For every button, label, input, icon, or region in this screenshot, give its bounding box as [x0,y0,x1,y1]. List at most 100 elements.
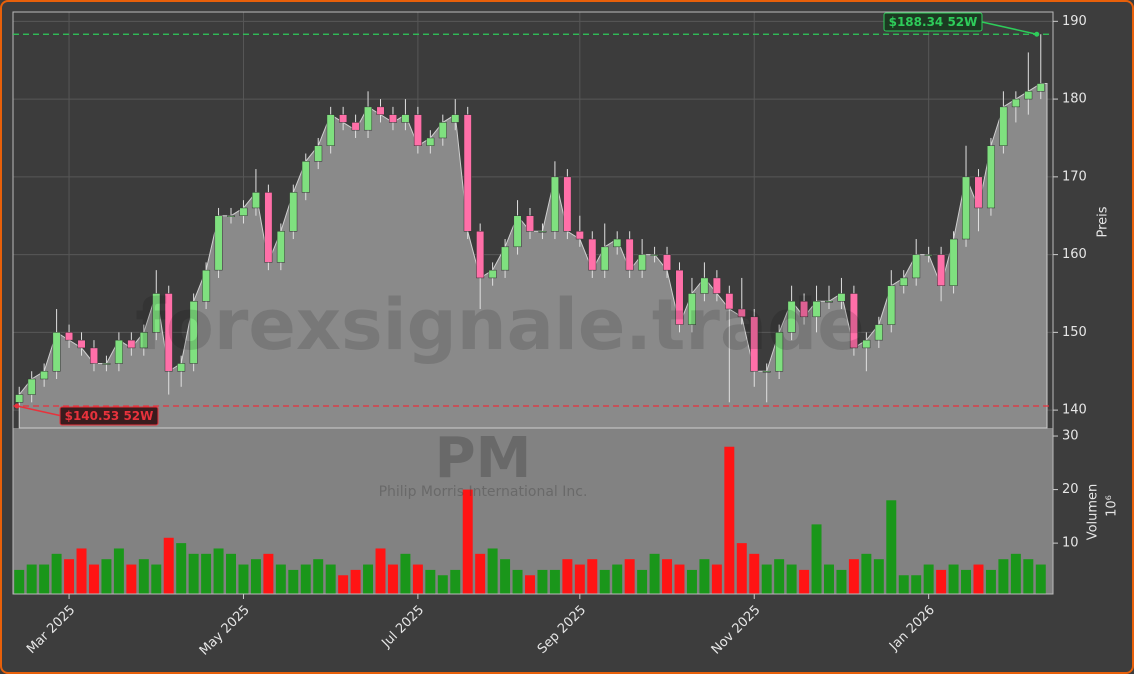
volume-bar [14,569,25,594]
volume-tick-label: 10 [1062,536,1079,551]
annotation-arrow-head [14,403,20,409]
volume-bar [126,564,137,594]
y-axis-label: Preis [1096,206,1111,237]
candle-body [289,192,298,232]
volume-bar [612,564,623,594]
candle-body [563,176,572,232]
volume-bar [76,548,87,594]
candle-body [775,332,784,372]
volume-bar [948,564,959,594]
candle-body [413,114,422,146]
candle-body [700,277,709,294]
candle-body [638,254,647,271]
volume-bar [288,569,299,594]
volume-bar [985,569,996,594]
volume-bar [574,564,585,594]
volume-bar [226,553,236,594]
volume-bar [437,575,448,594]
volume-bar [537,569,548,594]
volume-bar [64,559,75,594]
volume-bar [39,564,50,594]
volume-bar [88,564,99,594]
volume-bar [487,548,498,594]
volume-bar [961,569,972,594]
volume-bar [911,575,922,594]
volume-bar [188,553,199,594]
candle-body [675,269,684,325]
y-tick-label: 180 [1062,92,1087,107]
candle-body [189,301,198,364]
candle-body [488,269,497,279]
volume-bar [649,553,660,594]
volume-bar [624,559,635,594]
y-tick-label: 140 [1062,403,1087,418]
volume-bar [861,553,872,594]
volume-tick-label: 20 [1062,482,1079,497]
candle-body [538,231,547,233]
volume-bar [238,564,249,594]
candle-body [750,316,759,372]
volume-bar [886,500,897,594]
volume-bar [662,559,673,594]
candle-body [364,106,373,131]
y-tick-label: 160 [1062,247,1087,262]
candle-body [849,293,858,349]
volume-bar [26,564,37,594]
candle-body [812,301,821,318]
candle-body [862,339,871,349]
volume-bar [923,564,934,594]
volume-bar [387,564,398,594]
volume-bar [213,548,224,594]
volume-bar [375,548,386,594]
volume-bar [250,559,261,594]
annotation-arrow [16,405,63,417]
volume-bar [350,569,361,594]
candle-body [202,269,211,302]
x-tick-label: Mar 2025 [24,603,78,657]
candle-body [114,339,123,364]
candle-body [77,339,86,349]
candle-body [388,114,397,123]
candle-body [588,238,597,271]
volume-bar [799,569,810,594]
candle-body [986,145,995,209]
annotation-box [59,406,159,426]
volume-bar [774,559,785,594]
candle-body [139,332,148,349]
candle-body [874,324,883,341]
volume-bar [51,553,62,594]
candle-body [613,238,622,248]
volume-bar [512,569,523,594]
candle-body [264,192,273,263]
candle-body [887,285,896,325]
volume-bar [936,569,947,594]
volume-bar [736,543,747,594]
candle-body [376,106,385,115]
candle-body [800,301,809,318]
candle-body [351,122,360,131]
plot-border [12,11,1054,595]
candle-body [152,293,161,333]
candle-body [837,293,846,302]
candle-body [177,363,186,372]
candle-body [600,246,609,271]
x-tick-label: Nov 2025 [709,603,764,658]
volume-bar [475,553,486,594]
candle-body [276,231,285,263]
annotation-arrow-head [1034,31,1040,37]
candle-body [974,176,983,209]
volume-bar [151,564,162,594]
volume-bar [549,569,560,594]
volume-bar [811,524,822,594]
candle-body [575,231,584,240]
volume-bar [873,559,884,594]
candle-body [687,293,696,325]
candle-body [27,378,36,395]
candle-body [339,114,348,123]
candle-body [625,238,634,271]
volume-bar [686,569,697,594]
candle-body [899,277,908,286]
x-tick-label: Jan 2026 [886,603,938,655]
watermark: forexsignale.trade [135,284,864,366]
candle-body [924,254,933,256]
